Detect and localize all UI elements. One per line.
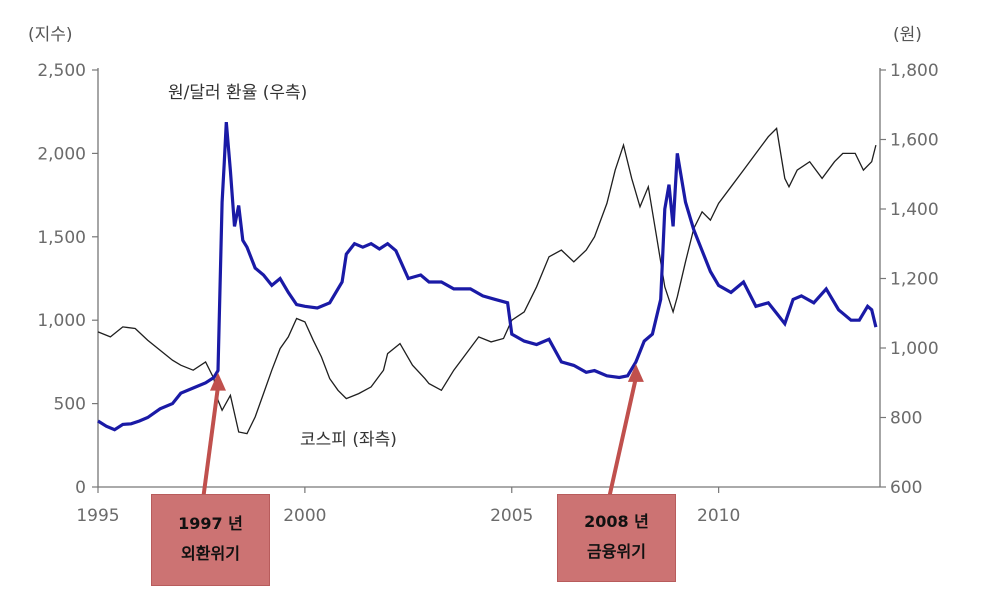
right-tick-label: 1,600: [890, 131, 939, 151]
right-tick-label: 800: [890, 409, 922, 429]
callout-arrow-head: [627, 363, 644, 382]
callout-1997-label: 외환위기: [181, 544, 240, 563]
callout-arrow-shaft: [201, 386, 220, 497]
right-tick-label: 1,400: [890, 200, 939, 220]
callout-2008-crisis: 2008 년 금융위기: [557, 494, 676, 582]
x-tick-group: 1995 2000 2005 2010: [76, 487, 740, 526]
series-line-exchange-rate: [97, 121, 878, 432]
left-tick-label: 1,500: [37, 228, 86, 248]
right-tick-label: 1,200: [890, 270, 939, 290]
left-tick-label: 1,000: [37, 311, 86, 331]
x-tick-label: 2010: [697, 506, 740, 526]
callout-1997-year: 1997 년: [178, 514, 243, 533]
callout-2008-label: 금융위기: [587, 542, 646, 561]
x-tick-label: 2005: [490, 506, 533, 526]
left-tick-label: 0: [75, 478, 86, 498]
right-tick-label: 1,000: [890, 339, 939, 359]
left-axis-unit: (지수): [28, 25, 73, 45]
x-tick-label: 1995: [76, 506, 119, 526]
series-line-kospi: [97, 127, 877, 435]
left-tick-label: 500: [54, 395, 86, 415]
annotation-exchange-rate: 원/달러 환율 (우측): [168, 83, 307, 103]
left-y-tick-group: 2,500 2,000 1,500 1,000 500 0: [37, 61, 98, 498]
callout-1997-crisis: 1997 년 외환위기: [151, 494, 270, 586]
callout-arrow-shaft: [607, 377, 638, 497]
right-axis-unit: (원): [893, 25, 922, 45]
right-tick-label: 1,800: [890, 61, 939, 81]
callout-arrow-head: [209, 372, 226, 391]
right-tick-label: 600: [890, 478, 922, 498]
left-tick-label: 2,000: [37, 144, 86, 164]
annotation-kospi: 코스피 (좌측): [300, 430, 397, 450]
right-y-tick-group: 1,800 1,600 1,400 1,200 1,000 800 600: [880, 61, 939, 498]
callout-arrow-group: [201, 363, 644, 497]
x-tick-label: 2000: [283, 506, 326, 526]
callout-2008-year: 2008 년: [584, 512, 649, 531]
left-tick-label: 2,500: [37, 61, 86, 81]
